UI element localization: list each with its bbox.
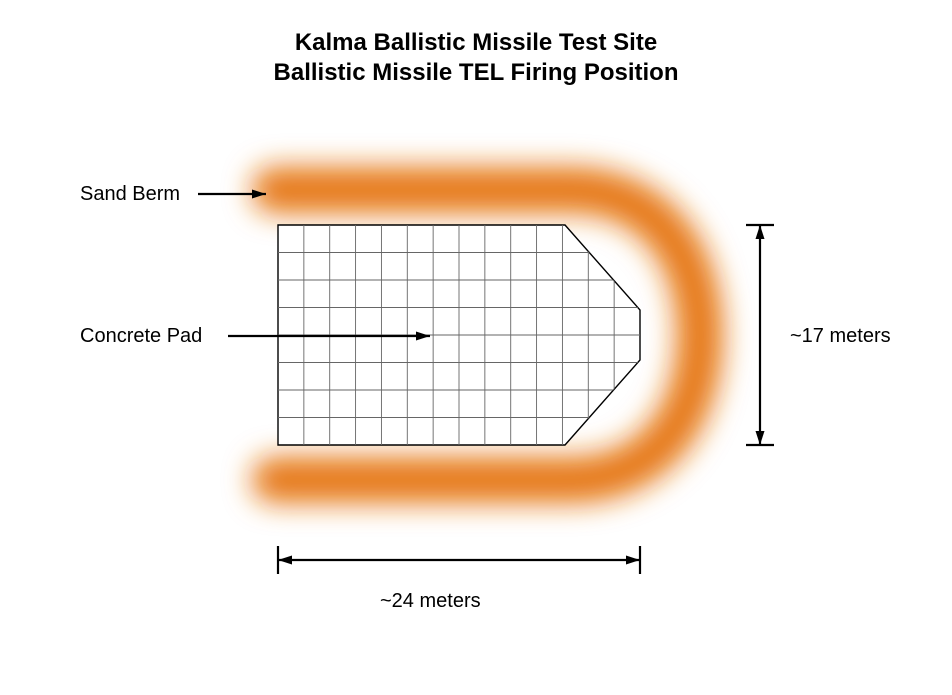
dimension-height (746, 225, 774, 445)
arrow-sand-berm (198, 190, 266, 199)
label-height-dim: ~17 meters (790, 325, 891, 348)
label-concrete-pad: Concrete Pad (80, 325, 202, 348)
dimension-width (278, 546, 640, 574)
diagram-canvas: Kalma Ballistic Missile Test Site Ballis… (0, 0, 952, 695)
label-width-dim: ~24 meters (380, 590, 481, 613)
label-sand-berm: Sand Berm (80, 183, 180, 206)
